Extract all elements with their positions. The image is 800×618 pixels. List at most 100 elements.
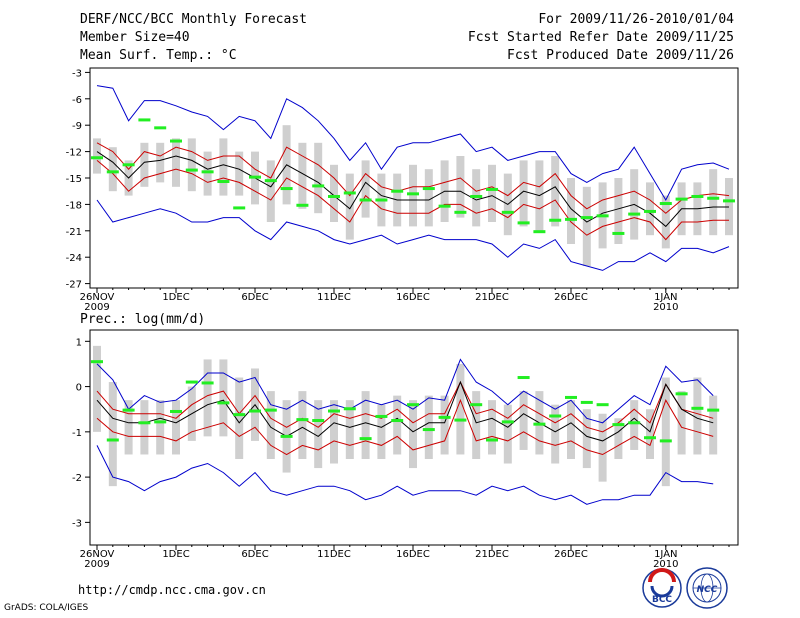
ncc-logo: NCC bbox=[686, 567, 728, 609]
temp-spread-box bbox=[203, 151, 212, 196]
precip-observed-marker bbox=[644, 436, 656, 440]
precip-y-tick-label: 1 bbox=[76, 337, 82, 348]
temp-observed-marker bbox=[154, 126, 167, 130]
precipitation-panel: 1 0 -1 -2 -3 26NOV 1DEC 6DEC 11DEC 16DEC 21DEC 26DE… bbox=[72, 329, 739, 570]
precip-max-line bbox=[96, 358, 714, 424]
precip-spread-box bbox=[172, 400, 180, 455]
temp-observed-marker bbox=[501, 210, 514, 214]
temp-spread-box bbox=[140, 142, 149, 187]
precip-observed-marker bbox=[675, 392, 688, 396]
temp-spread-box bbox=[519, 160, 528, 227]
precip-observed-marker bbox=[328, 409, 340, 413]
precip-observed-marker bbox=[517, 376, 530, 380]
grads-credit: GrADS: COLA/IGES bbox=[4, 603, 89, 613]
temp-observed-marker bbox=[328, 194, 340, 198]
precip-observed-marker bbox=[691, 406, 704, 410]
temp-spread-box bbox=[187, 138, 196, 192]
temp-spread-box bbox=[551, 156, 560, 227]
temp-spread-box bbox=[345, 173, 354, 240]
temp-spread-box bbox=[567, 178, 575, 244]
temp-year-label: 2009 bbox=[84, 302, 109, 313]
temp-spread-box bbox=[314, 142, 323, 214]
precip-spread-box bbox=[330, 400, 338, 464]
precip-observed-marker bbox=[580, 400, 593, 404]
precip-spread-box bbox=[203, 359, 212, 437]
temp-y-tick-label: -12 bbox=[66, 148, 82, 159]
temp-observed-marker bbox=[249, 175, 261, 179]
temp-observed-marker bbox=[565, 217, 577, 221]
temp-y-tick-label: -21 bbox=[66, 227, 82, 238]
precip-spread-box bbox=[345, 400, 354, 459]
precip-spread-box bbox=[440, 395, 449, 455]
precip-year-label: 2010 bbox=[653, 559, 678, 570]
temp-observed-marker bbox=[659, 202, 672, 206]
precip-spread-box bbox=[108, 382, 117, 487]
precip-x-tick-label: 26NOV bbox=[80, 549, 115, 560]
precip-observed-marker bbox=[438, 415, 451, 419]
temp-observed-marker bbox=[375, 198, 388, 202]
temp-year-label: 2010 bbox=[653, 302, 678, 313]
precip-observed-marker bbox=[343, 407, 356, 411]
temp-observed-marker bbox=[170, 139, 182, 143]
temp-y-tick-label: -18 bbox=[66, 200, 82, 211]
temp-observed-marker bbox=[596, 214, 609, 218]
temp-observed-marker bbox=[517, 221, 530, 225]
temp-observed-marker bbox=[343, 191, 356, 195]
precip-min-line bbox=[96, 445, 714, 505]
precip-observed-marker bbox=[407, 403, 419, 407]
precip-spread-box bbox=[409, 400, 417, 469]
precip-spread-box bbox=[124, 400, 133, 455]
precip-observed-marker bbox=[707, 408, 720, 412]
precip-spread-box bbox=[582, 409, 591, 469]
member-size-label: Member Size=40 bbox=[80, 30, 190, 45]
temp-observed-marker bbox=[91, 156, 103, 160]
temp-observed-marker bbox=[628, 212, 641, 216]
temp-observed-marker bbox=[264, 179, 277, 183]
temp-observed-marker bbox=[707, 196, 720, 200]
precip-observed-marker bbox=[296, 418, 309, 422]
precip-observed-marker bbox=[422, 428, 435, 432]
temp-mean-line bbox=[96, 151, 729, 228]
precip-spread-box bbox=[677, 391, 686, 455]
precip-spread-box bbox=[472, 391, 481, 459]
precip-observed-marker bbox=[122, 408, 135, 412]
temp-observed-marker bbox=[391, 189, 404, 193]
temp-observed-marker bbox=[201, 170, 214, 174]
precip-observed-marker bbox=[106, 438, 119, 442]
temp-observed-marker bbox=[533, 230, 546, 234]
forecast-produced-date: Fcst Produced Date 2009/11/26 bbox=[507, 48, 734, 63]
precip-spread-box bbox=[456, 363, 465, 455]
temp-observed-marker bbox=[612, 231, 625, 235]
temp-x-tick-label: 6DEC bbox=[241, 292, 268, 303]
temp-x-tick-label: 1DEC bbox=[162, 292, 189, 303]
temp-observed-marker bbox=[185, 168, 198, 172]
temp-spread-box bbox=[456, 156, 465, 218]
forecast-period: For 2009/11/26-2010/01/04 bbox=[538, 12, 734, 27]
temp-lower-line bbox=[96, 160, 729, 241]
precip-observed-marker bbox=[549, 414, 562, 418]
ncc-logo-text: NCC bbox=[697, 585, 718, 595]
temp-spread-box bbox=[646, 182, 654, 236]
precip-spread-box bbox=[709, 395, 718, 455]
temp-spread-box bbox=[108, 147, 117, 192]
temp-x-tick-label: 11DEC bbox=[317, 292, 351, 303]
precip-observed-marker bbox=[249, 409, 261, 413]
precip-x-tick-label: 1DEC bbox=[162, 549, 189, 560]
temp-x-tick-label: 1JAN bbox=[654, 292, 677, 303]
temp-observed-marker bbox=[138, 118, 151, 122]
temp-spread-box bbox=[298, 142, 307, 209]
precip-spread-box bbox=[361, 391, 370, 459]
precip-year-label: 2009 bbox=[84, 559, 109, 570]
precip-observed-marker bbox=[154, 420, 167, 424]
temp-spread-box bbox=[709, 169, 718, 236]
precip-spread-box bbox=[377, 404, 386, 459]
precip-spread-box bbox=[424, 395, 433, 459]
precip-spread-box bbox=[93, 345, 101, 432]
temp-observed-marker bbox=[359, 198, 372, 202]
temp-x-tick-label: 26DEC bbox=[554, 292, 588, 303]
temp-observed-marker bbox=[486, 187, 498, 191]
precip-spread-box bbox=[393, 395, 402, 455]
temp-observed-marker bbox=[296, 203, 309, 207]
source-url[interactable]: http://cmdp.ncc.cma.gov.cn bbox=[78, 583, 266, 597]
